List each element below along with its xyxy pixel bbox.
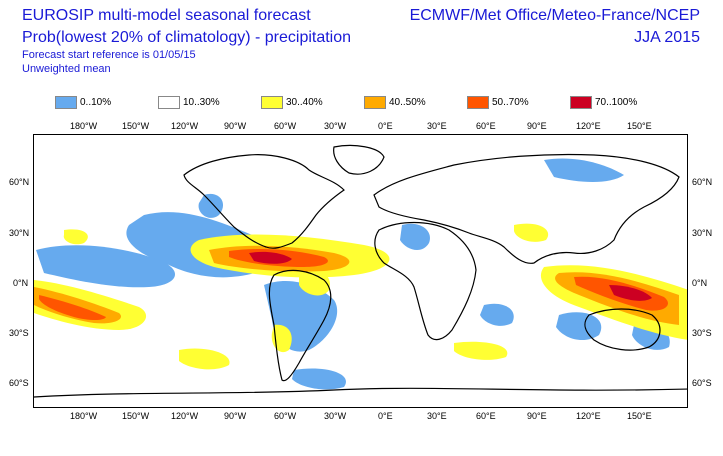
legend-item: 70..100% xyxy=(570,95,637,109)
prob-region xyxy=(179,348,230,370)
lat-label: 30°N xyxy=(692,228,713,238)
lon-label: 60°E xyxy=(476,121,496,131)
lon-label: 180°W xyxy=(70,121,98,131)
prob-region xyxy=(249,251,292,264)
prob-region xyxy=(544,158,624,182)
legend-item: 10..30% xyxy=(158,95,220,109)
legend-swatch xyxy=(570,95,592,109)
lon-label: 150°W xyxy=(122,411,150,421)
coastline-north-america xyxy=(183,154,345,249)
lon-label: 150°E xyxy=(627,121,652,131)
lon-label: 150°E xyxy=(627,411,652,421)
lon-label: 30°E xyxy=(427,411,447,421)
coastlines xyxy=(34,144,687,398)
lon-label: 60°E xyxy=(476,411,496,421)
lat-label: 60°S xyxy=(9,378,29,388)
coastline-south-america xyxy=(268,269,332,382)
lon-label: 120°E xyxy=(576,411,601,421)
lon-label: 30°W xyxy=(324,121,347,131)
lon-label: 60°W xyxy=(274,411,297,421)
legend-item: 50..70% xyxy=(467,95,529,109)
legend-label: 10..30% xyxy=(183,96,220,108)
legend-label: 40..50% xyxy=(389,96,426,108)
lat-label: 0°N xyxy=(13,278,29,288)
prob-region xyxy=(400,223,430,251)
legend-swatch xyxy=(467,95,489,109)
lat-label: 30°N xyxy=(9,228,30,238)
map-subtitle: Prob(lowest 20% of climatology) - precip… xyxy=(22,29,352,46)
prob-region xyxy=(39,295,106,320)
map-canvas xyxy=(34,144,687,398)
legend-swatch xyxy=(55,95,77,109)
coastline-africa xyxy=(374,221,477,341)
lon-label: 30°W xyxy=(324,411,347,421)
lon-label: 120°W xyxy=(171,411,199,421)
legend-label: 30..40% xyxy=(286,96,323,108)
legend-item: 30..40% xyxy=(261,95,323,109)
lat-label: 60°N xyxy=(692,177,713,187)
weighting-text: Unweighted mean xyxy=(22,63,111,75)
lon-label: 90°E xyxy=(527,121,547,131)
world-map xyxy=(33,134,688,408)
prob-region xyxy=(454,341,508,360)
legend-swatch xyxy=(158,95,180,109)
prob-region xyxy=(292,368,346,390)
lon-label: 90°W xyxy=(224,411,247,421)
lat-label: 60°N xyxy=(9,177,30,187)
lon-label: 0°E xyxy=(378,121,393,131)
lon-label: 30°E xyxy=(427,121,447,131)
legend-label: 50..70% xyxy=(492,96,529,108)
lon-label: 180°W xyxy=(70,411,98,421)
map-title: EUROSIP multi-model seasonal forecast xyxy=(22,7,311,24)
prob-region xyxy=(609,285,652,301)
coastline-australia xyxy=(584,308,661,351)
lat-label: 30°S xyxy=(692,328,712,338)
legend-swatch xyxy=(364,95,386,109)
organizations-text: ECMWF/Met Office/Meteo-France/NCEP xyxy=(409,7,700,24)
prob-darkred-regions xyxy=(249,251,652,301)
lat-label: 30°S xyxy=(9,328,29,338)
lon-label: 120°W xyxy=(171,121,199,131)
legend-swatch xyxy=(261,95,283,109)
lat-label: 60°S xyxy=(692,378,712,388)
lat-label: 0°N xyxy=(692,278,708,288)
prob-region xyxy=(63,229,88,245)
coastline-eurasia xyxy=(373,153,680,264)
lon-label: 150°W xyxy=(122,121,150,131)
legend-label: 70..100% xyxy=(595,96,638,108)
prob-region xyxy=(36,245,176,288)
lon-label: 120°E xyxy=(576,121,601,131)
legend-item: 0..10% xyxy=(55,95,111,109)
prob-region xyxy=(480,303,514,326)
coastline-antarctica xyxy=(34,387,687,398)
prob-region xyxy=(556,312,602,341)
lon-label: 0°E xyxy=(378,411,393,421)
coastline-greenland xyxy=(333,144,385,175)
prob-region xyxy=(514,223,549,242)
legend-label: 0..10% xyxy=(80,96,112,108)
prob-region xyxy=(198,193,224,218)
lon-label: 90°E xyxy=(527,411,547,421)
legend-item: 40..50% xyxy=(364,95,426,109)
lon-label: 90°W xyxy=(224,121,247,131)
lon-label: 60°W xyxy=(274,121,297,131)
forecast-start-text: Forecast start reference is 01/05/15 xyxy=(22,49,196,61)
season-text: JJA 2015 xyxy=(634,29,700,46)
prob-region xyxy=(299,268,330,296)
